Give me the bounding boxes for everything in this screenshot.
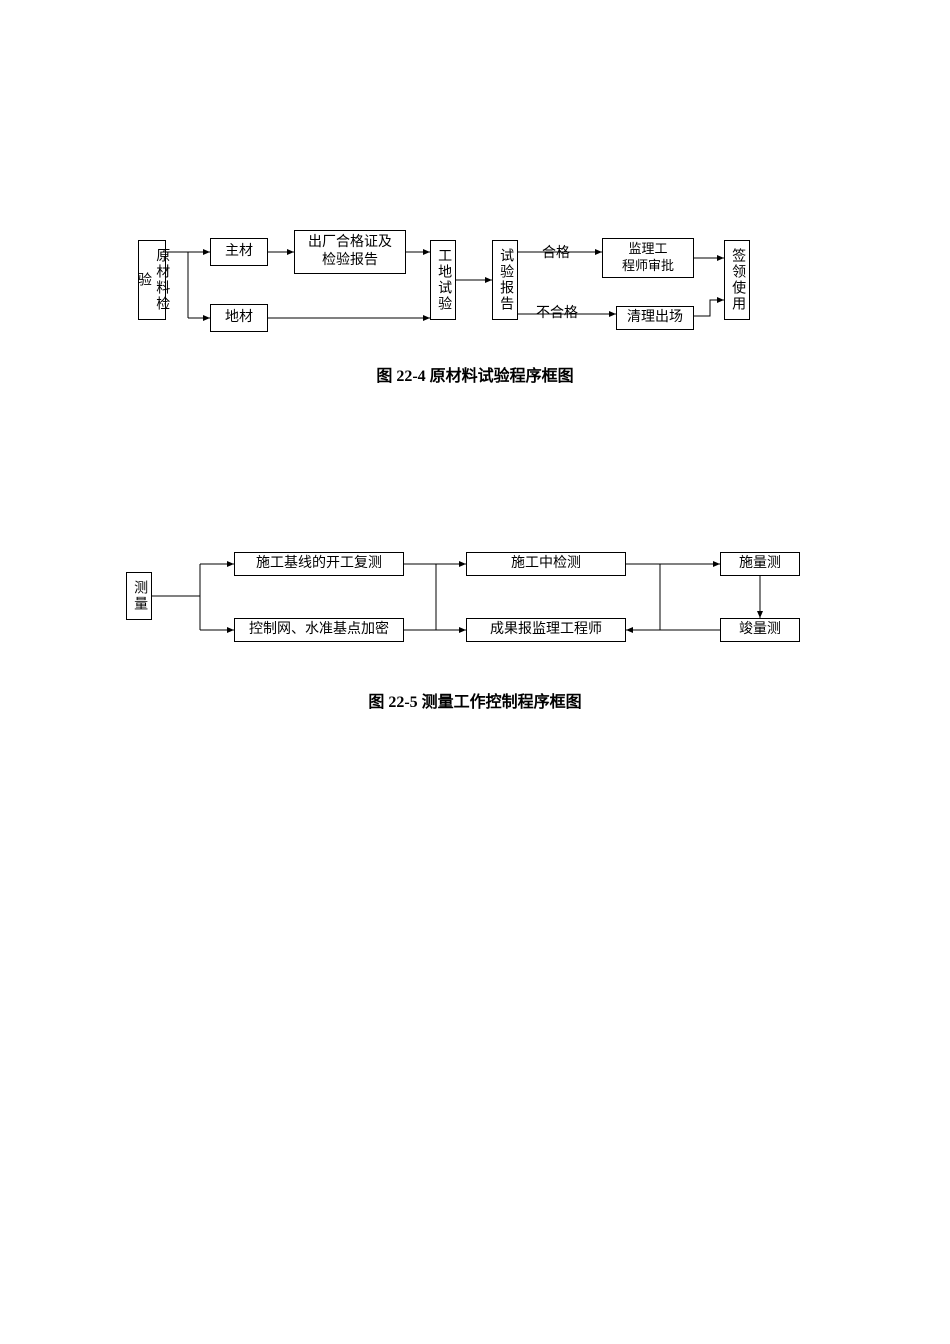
node-raw-material: 原材料检验 xyxy=(138,240,166,320)
node-completion-measure: 竣量测 xyxy=(720,618,800,642)
node-supervisor: 监理工 程师审批 xyxy=(602,238,694,278)
node-sign-use: 签领使用 xyxy=(724,240,750,320)
caption-2: 图 22-5 测量工作控制程序框图 xyxy=(0,688,950,712)
node-main-material: 主材 xyxy=(210,238,268,266)
node-test-report: 试验报告 xyxy=(492,240,518,320)
node-survey: 测量 xyxy=(126,572,152,620)
caption-1: 图 22-4 原材料试验程序框图 xyxy=(0,362,950,386)
node-clear-out: 清理出场 xyxy=(616,306,694,330)
node-construct-measure: 施量测 xyxy=(720,552,800,576)
node-site-test: 工地试验 xyxy=(430,240,456,320)
label-pass: 合格 xyxy=(542,242,570,262)
node-ground-material: 地材 xyxy=(210,304,268,332)
node-cert-report: 出厂合格证及 检验报告 xyxy=(294,230,406,274)
node-baseline-resurvey: 施工基线的开工复测 xyxy=(234,552,404,576)
label-fail: 不合格 xyxy=(536,302,578,322)
node-result-report: 成果报监理工程师 xyxy=(466,618,626,642)
edges-1 xyxy=(0,0,950,400)
node-control-net: 控制网、水准基点加密 xyxy=(234,618,404,642)
node-construction-check: 施工中检测 xyxy=(466,552,626,576)
